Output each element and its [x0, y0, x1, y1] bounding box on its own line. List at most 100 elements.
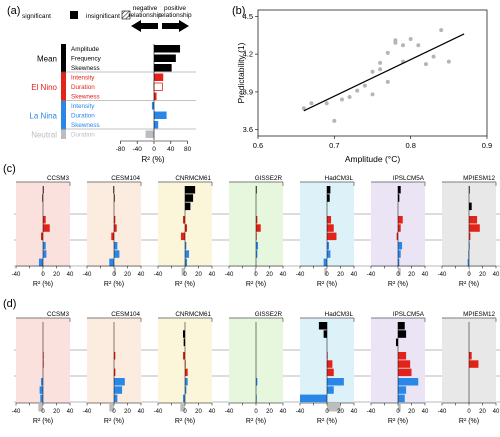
bar-CESM104-9 [114, 394, 118, 403]
bar-CCSM3-6 [40, 232, 43, 241]
bar-CNRMCM61-10 [180, 404, 185, 412]
bar-CCSM3-4 [43, 352, 44, 360]
x-axis-label: R² (%) [175, 418, 195, 425]
arrow-right-icon [162, 20, 189, 32]
scatter-point-8 [362, 83, 367, 88]
bar-IPSLCM5A-2 [398, 194, 400, 202]
x-tick-label: 0 [183, 409, 187, 415]
bar-CESM104-1 [113, 186, 114, 194]
bar-MPIESM12-5 [469, 224, 480, 232]
legend-insignificant-label: insignificant [86, 13, 120, 20]
panel-d-chart: CCSM3 -40 0 20 40 R² (%) CESM104 -40 0 20 40 R² (%)… [12, 311, 500, 425]
bar-IPSLCM5A-5 [398, 224, 401, 232]
bar-IPSLCM5A-9 [398, 258, 400, 267]
bar-MPIESM12-3 [469, 202, 472, 211]
plot-frame [257, 9, 488, 137]
model-name: CCSM3 [47, 311, 70, 318]
bar-HadCM3L-1 [327, 186, 331, 194]
legend-significant-label: significant [22, 13, 51, 20]
bar-CCSM3-5 [43, 224, 50, 232]
bar-CESM104-5 [114, 224, 117, 232]
bar-CNRMCM61-3 [183, 338, 185, 347]
bar-HadCM3L-10 [324, 268, 327, 276]
bar-HadCM3L-8 [327, 386, 334, 394]
bar-MPIESM12-4 [469, 216, 478, 224]
bar-GISSE2R-4 [256, 216, 258, 224]
direction-negative-label: negative relationship [128, 5, 162, 19]
x-axis-label: R² (%) [388, 281, 408, 288]
x-tick-label: 20 [53, 409, 60, 415]
x-axis-label: R² (%) [459, 281, 479, 288]
x-tick-label: -40 [12, 272, 21, 278]
scatter-point-14 [385, 50, 390, 55]
bar-CCSM3-5 [43, 360, 44, 368]
x-tick-label: 40 [209, 272, 216, 278]
bar-IPSLCM5A-1 [398, 186, 401, 194]
x-tick-label: -80 [116, 146, 126, 153]
model-name: CNRMCM61 [175, 311, 211, 318]
bar-MPIESM12-7 [469, 242, 470, 250]
bar-a-10 [145, 130, 154, 138]
bar-CNRMCM61-7 [185, 378, 188, 386]
scatter-point-24 [446, 59, 451, 64]
x-axis-label: R² (%) [104, 418, 124, 425]
x-tick-label: 0 [396, 409, 400, 415]
scatter-point-16 [393, 40, 398, 45]
x-tick-label: 20 [195, 272, 202, 278]
bar-HadCM3L-4 [327, 352, 328, 360]
metric-label: Intensity [71, 75, 95, 82]
bar-CCSM3-10 [38, 404, 43, 412]
x-tick-label: 20 [479, 409, 486, 415]
legend-insignificant-swatch [121, 10, 131, 20]
x-tick-label: 20 [337, 409, 344, 415]
x-axis-label: Amplitude (°C) [345, 154, 401, 164]
bar-IPSLCM5A-7 [398, 242, 403, 250]
bar-CNRMCM61-9 [182, 394, 185, 403]
x-tick-label: 40 [67, 409, 74, 415]
x-tick-label: -40 [296, 272, 305, 278]
group-label: Mean [37, 54, 57, 63]
x-axis-label: R² (%) [317, 281, 337, 288]
bar-CESM104-4 [114, 352, 116, 360]
bar-HadCM3L-6 [327, 232, 337, 241]
x-axis-label: R² (%) [317, 418, 337, 425]
bar-CCSM3-7 [40, 378, 43, 386]
group-bar [61, 101, 66, 130]
x-tick-label: 40 [351, 272, 358, 278]
scatter-point-19 [408, 36, 413, 41]
bar-HadCM3L-9 [323, 258, 327, 267]
x-tick-label: -40 [438, 272, 447, 278]
legend-significant-swatch [70, 11, 78, 19]
x-tick-label: 20 [266, 272, 273, 278]
bar-IPSLCM5A-10 [398, 404, 401, 412]
bar-CNRMCM61-9 [185, 258, 188, 267]
x-tick-label: -40 [154, 272, 163, 278]
bar-GISSE2R-6 [256, 232, 257, 241]
bar-CCSM3-8 [43, 250, 47, 258]
y-tick-label: 4.2 [243, 50, 253, 59]
x-tick-label: 40 [280, 272, 287, 278]
fit-line [303, 33, 465, 112]
x-tick-label: 0 [325, 272, 329, 278]
panel-c-chart: CCSM3 -40 0 20 40 R² (%) CESM104 -40 0 20 40 R² (%)… [12, 175, 500, 288]
x-axis-label: R² (%) [175, 281, 195, 288]
x-tick-label: 40 [493, 409, 500, 415]
bar-CCSM3-9 [38, 258, 43, 267]
bar-CNRMCM61-4 [182, 216, 185, 224]
x-tick-label: 80 [184, 146, 192, 153]
bar-MPIESM12-8 [468, 250, 469, 258]
bar-a-5 [153, 82, 163, 91]
metric-label: Amplitude [71, 46, 99, 53]
bar-CNRMCM61-6 [185, 368, 188, 377]
x-tick-label: 0 [325, 409, 329, 415]
bar-MPIESM12-10 [469, 268, 470, 276]
x-tick-label: 0 [467, 409, 471, 415]
scatter-point-21 [423, 62, 428, 67]
scatter-point-17 [401, 43, 406, 48]
x-tick-label: 40 [138, 409, 145, 415]
model-name: CCSM3 [47, 175, 70, 182]
x-tick-label: 20 [53, 272, 60, 278]
x-tick-label: 40 [351, 409, 358, 415]
bar-GISSE2R-5 [256, 224, 261, 232]
